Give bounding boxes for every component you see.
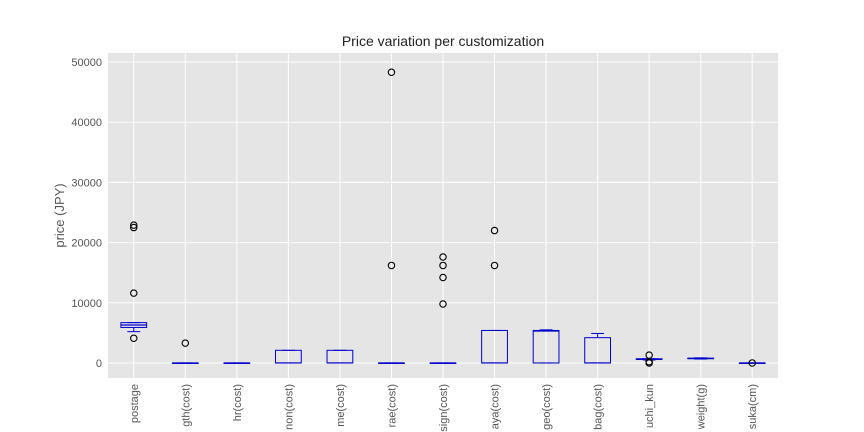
outlier-point [439,273,447,282]
box-2 [223,362,251,364]
y-tick-label: 50000 [71,57,102,69]
box-9 [584,332,612,364]
chart-title: Price variation per customization [342,33,544,49]
outlier-point [130,334,138,343]
box-5 [378,68,405,364]
boxes [120,68,766,367]
x-tick-label: non(cost) [283,384,295,430]
box-6 [429,253,457,364]
box-3 [275,349,302,364]
y-tick-label: 10000 [71,298,102,310]
y-tick-label: 30000 [71,177,102,189]
x-tick-label: sign(cost) [438,384,450,432]
outlier-point [748,359,756,367]
box-10 [635,351,663,367]
outlier-point [490,261,499,270]
x-tick-label: weight(g) [696,384,708,430]
box-0 [120,221,148,343]
x-tick-label: uchi_kun [644,384,656,428]
x-tick-label: hr(cost) [232,384,244,421]
outlier-point [387,261,396,270]
y-tick-label: 0 [96,358,102,370]
x-tick-label: rae(cost) [386,384,398,427]
x-tick-label: bag(cost) [593,384,605,430]
x-tick-label: gth(cost) [180,384,192,427]
outlier-point [439,300,447,308]
x-tick-label: me(cost) [335,384,347,427]
outlier-point [490,226,499,235]
outlier-point [181,339,190,347]
y-axis-label: price (JPY) [52,183,67,247]
box-7 [481,226,508,364]
x-tick-label: postage [129,384,141,423]
y-tick-label: 40000 [71,117,102,129]
outlier-point [130,223,138,232]
outlier-point [439,253,447,261]
y-axis-ticks: 0 10000 20000 30000 40000 50000 [71,57,102,370]
box-8 [532,329,560,364]
box-11 [687,357,715,360]
outlier-point [439,261,447,270]
outlier-point [645,351,653,359]
x-tick-label: aya(cost) [490,384,502,429]
box-rect [532,329,560,364]
box-12 [738,359,766,367]
outlier-point [130,289,138,297]
y-tick-label: 20000 [71,238,102,250]
x-axis-ticks: postage gth(cost) hr(cost) non(cost) me(cost… [129,384,759,432]
outlier-point [130,221,138,229]
grid [108,53,778,378]
x-tick-label: geo(cost) [541,384,553,430]
box-4 [326,349,354,364]
x-tick-label: suka(cm) [747,384,759,429]
outlier-point [387,68,396,77]
box-1 [171,339,199,364]
